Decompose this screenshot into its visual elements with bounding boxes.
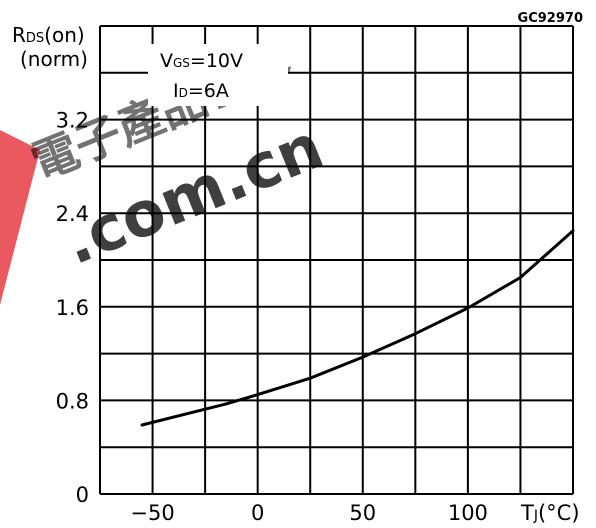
tick-labels: 0 0.8 1.6 2.4 3.2 −50 0 50 100 [56,109,488,525]
y-tick-label: 0 [76,483,89,507]
y-axis-unit: (norm) [20,47,88,71]
x-tick-label: 0 [251,501,264,525]
watermark-wedge [0,130,40,305]
y-tick-label: 0.8 [56,389,89,413]
y-axis-label: RDS(on) [12,23,85,47]
axis-labels: GC92970 RDS(on) (norm) TJ(°C) VGS=10V ID… [12,11,583,525]
x-tick-label: −50 [130,501,174,525]
y-tick-label: 2.4 [56,202,89,226]
x-tick-label: 100 [448,501,488,525]
conditions-box [148,44,288,106]
chart-grid [99,25,574,495]
y-tick-label: 1.6 [56,296,89,320]
x-tick-label: 50 [349,501,376,525]
series-layer [140,229,575,427]
figure-code: GC92970 [518,11,583,26]
series-line [140,229,575,427]
condition-id: ID=6A [173,80,229,102]
y-tick-label: 3.2 [56,109,89,133]
condition-vgs: VGS=10V [160,50,243,72]
x-axis-label: TJ(°C) [520,501,580,525]
